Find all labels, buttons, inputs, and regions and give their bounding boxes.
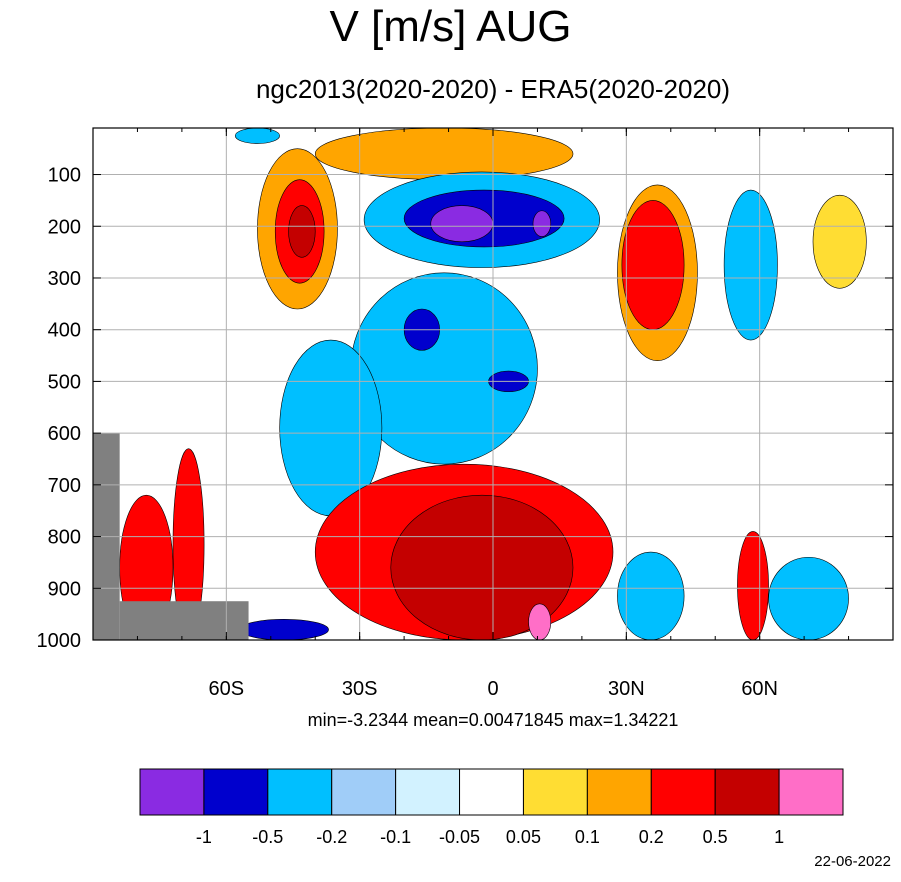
contour-nh-surface-neg bbox=[617, 551, 685, 640]
colorbar-swatch bbox=[778, 768, 844, 816]
colorbar-label: -0.5 bbox=[252, 827, 283, 847]
contour-sh-surface-pos-2 bbox=[172, 448, 205, 640]
x-tick-label: 60N bbox=[741, 678, 778, 700]
colorbar-swatch bbox=[586, 768, 652, 816]
contour-upper-tropical-max-neg bbox=[430, 205, 494, 243]
stats-text: min=-3.2344 mean=0.00471845 max=1.34221 bbox=[307, 710, 679, 730]
y-tick-label: 500 bbox=[48, 371, 81, 393]
contour-upper-tropical-max-neg-2 bbox=[532, 210, 552, 237]
x-tick-label: 0 bbox=[487, 678, 498, 700]
y-tick-label: 300 bbox=[48, 268, 81, 290]
x-tick-label: 30N bbox=[608, 678, 645, 700]
contour-nh-jet-strong-pos bbox=[621, 200, 685, 330]
y-tick-label: 800 bbox=[48, 527, 81, 549]
chart-subtitle: ngc2013(2020-2020) - ERA5(2020-2020) bbox=[255, 74, 731, 104]
y-tick-label: 100 bbox=[48, 165, 81, 187]
colorbar-label: 0.5 bbox=[703, 827, 728, 847]
y-tick-label: 600 bbox=[48, 423, 81, 445]
contour-sh-jet-max-pos bbox=[288, 205, 316, 258]
contour-top-band-pos bbox=[314, 128, 574, 181]
colorbar-label: 0.05 bbox=[506, 827, 541, 847]
topography-mask-1 bbox=[119, 601, 249, 640]
contour-lower-tropical-max-pos bbox=[528, 603, 552, 640]
colorbar-label: -0.1 bbox=[380, 827, 411, 847]
colorbar-swatch bbox=[395, 768, 461, 816]
contour-nh-neg-column bbox=[723, 189, 778, 341]
colorbar-label: 0.2 bbox=[639, 827, 664, 847]
colorbar-swatch bbox=[650, 768, 716, 816]
colorbar-swatch bbox=[714, 768, 780, 816]
y-tick-label: 200 bbox=[48, 216, 81, 238]
colorbar-swatch bbox=[522, 768, 588, 816]
colorbar-label: -1 bbox=[196, 827, 212, 847]
colorbar-swatch bbox=[459, 768, 524, 816]
colorbar-swatch bbox=[139, 768, 205, 816]
date-label: 22-06-2022 bbox=[814, 853, 891, 870]
colorbar-swatch bbox=[331, 768, 397, 816]
colorbar-label: 0.1 bbox=[575, 827, 600, 847]
y-tick-label: 900 bbox=[48, 578, 81, 600]
colorbar-label: -0.2 bbox=[316, 827, 347, 847]
colorbar-label: -0.05 bbox=[439, 827, 480, 847]
x-tick-label: 30S bbox=[342, 678, 378, 700]
colorbar-swatch bbox=[203, 768, 269, 816]
y-tick-label: 400 bbox=[48, 320, 81, 342]
x-tick-label: 60S bbox=[209, 678, 245, 700]
contour-nh-surface-neg-2 bbox=[768, 556, 849, 640]
y-tick-label: 1000 bbox=[37, 630, 82, 652]
colorbar-label: 1 bbox=[774, 827, 784, 847]
contour-nh-upper-pos bbox=[812, 194, 867, 289]
y-tick-label: 700 bbox=[48, 475, 81, 497]
contour-top-band-neg bbox=[234, 128, 280, 144]
colorbar-swatch bbox=[267, 768, 333, 816]
chart-title: V [m/s] AUG bbox=[329, 2, 572, 51]
contour-nh-surface-pos bbox=[737, 531, 769, 640]
